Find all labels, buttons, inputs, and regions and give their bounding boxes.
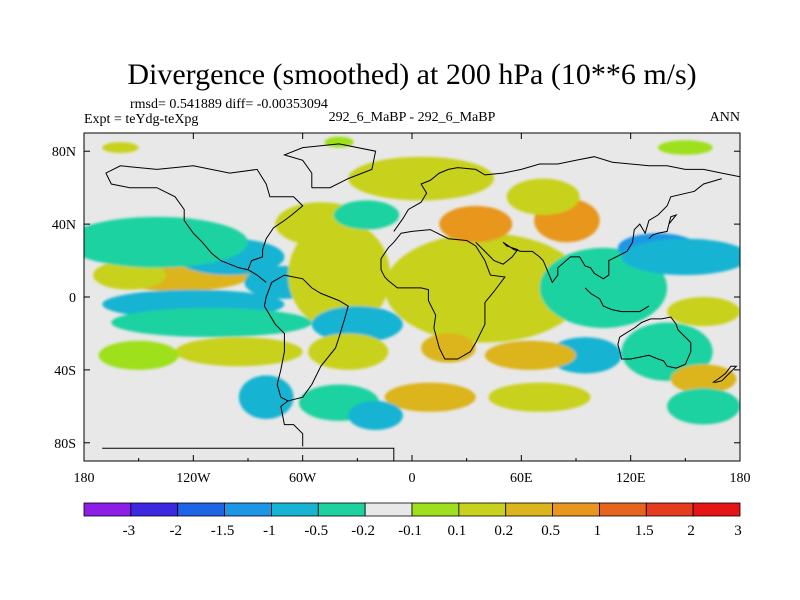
divergence-contour-31 (667, 297, 740, 327)
divergence-contour-45 (658, 140, 713, 155)
colorbar-swatch-1 (130, 502, 179, 517)
divergence-contour-16 (333, 200, 400, 230)
colorbar-label-12: 2 (687, 523, 695, 539)
x-tick-label-4: 60E (510, 471, 533, 486)
colorbar-swatch-9 (505, 502, 553, 517)
x-axis: 180 120W 60W 0 60E 120E 180 (74, 133, 751, 486)
coastline-10 (648, 213, 678, 240)
colorbar-swatch-4 (271, 502, 319, 517)
x-tick-label-2: 60W (289, 471, 317, 486)
colorbar-label-10: 1 (594, 523, 602, 539)
coastline-2 (105, 165, 304, 283)
coastline-8 (617, 316, 692, 369)
divergence-contour-22 (439, 205, 513, 243)
y-tick-label-0: 80N (52, 145, 76, 160)
y-tick-label-4: 80S (54, 437, 76, 452)
colorbar-label-0: -3 (123, 523, 136, 539)
colorbar-swatch-6 (364, 502, 413, 517)
stats-line: rmsd= 0.541889 diff= -0.00353094 (130, 97, 328, 112)
x-tick-label-1: 120W (176, 471, 211, 486)
coastline-9 (712, 365, 738, 384)
colorbar-label-13: 3 (734, 523, 742, 539)
colorbar-label-3: -1 (263, 523, 276, 539)
coastline-layer (102, 143, 740, 461)
colorbar-label-8: 0.2 (494, 523, 513, 539)
divergence-contour-46 (102, 142, 139, 154)
chart-title: Divergence (smoothed) at 200 hPa (10**6 … (127, 58, 696, 91)
colorbar-swatch-13 (692, 502, 741, 517)
x-tick-label-0: 180 (74, 471, 95, 486)
colorbar-swatch-8 (458, 502, 507, 517)
divergence-contour-24 (506, 178, 580, 215)
colorbar-swatch-5 (317, 502, 366, 517)
y-tick-label-3: 40S (54, 364, 76, 379)
divergence-contour-14 (288, 220, 391, 330)
map-plot-area (83, 132, 741, 462)
divergence-contour-39 (488, 382, 591, 412)
coastline-3 (282, 143, 377, 189)
divergence-contour-34 (548, 337, 622, 374)
divergence-contour-21 (348, 156, 494, 201)
colorbar-label-1: -2 (169, 523, 182, 539)
y-axis: 80N 40N 0 40S 80S (52, 145, 740, 452)
divergence-contour-48 (667, 388, 740, 425)
divergence-contour-3 (93, 260, 166, 290)
divergence-contour-37 (421, 333, 476, 363)
x-tick-label-6: 180 (730, 471, 751, 486)
colorbar-swatch-2 (177, 502, 225, 517)
divergence-contour-41 (308, 333, 389, 370)
experiment-label: Expt = teYdg-teXpg (84, 112, 198, 127)
divergence-contour-11 (175, 337, 303, 367)
colorbar-label-2: -1.5 (211, 523, 235, 539)
colorbar-label-4: -0.5 (304, 523, 328, 539)
divergence-contour-20 (384, 233, 586, 343)
divergence-contour-42 (238, 375, 294, 420)
coastline-4 (393, 156, 740, 232)
season-label: ANN (710, 110, 740, 125)
colorbar-label-7: 0.1 (447, 523, 466, 539)
divergence-contour-40 (311, 306, 403, 343)
coastline-0 (102, 447, 395, 461)
colorbar-label-9: 0.5 (541, 523, 560, 539)
y-tick-label-2: 0 (69, 291, 76, 306)
x-tick-label-5: 120E (616, 471, 646, 486)
divergence-contour-12 (98, 340, 179, 370)
x-tick-label-3: 0 (409, 471, 416, 486)
colorbar-swatch-10 (552, 502, 600, 517)
colorbar-swatch-12 (645, 502, 694, 517)
divergence-contour-30 (621, 238, 740, 276)
colorbar-swatch-7 (411, 502, 460, 517)
divergence-contour-38 (384, 382, 476, 412)
colorbar-swatch-3 (224, 502, 272, 517)
colorbar-label-6: -0.1 (398, 523, 422, 539)
divergence-contour-44 (348, 400, 403, 431)
y-tick-label-1: 40N (52, 218, 76, 233)
coastline-7 (584, 287, 650, 313)
colorbar-label-11: 1.5 (635, 523, 654, 539)
divergence-contour-36 (484, 340, 576, 370)
coastline-6 (475, 178, 722, 284)
divergence-contour-35 (670, 364, 737, 394)
coastline-5 (380, 229, 506, 360)
divergence-contour-7 (84, 216, 248, 268)
colorbar-swatch-0 (83, 502, 132, 517)
divergence-contour-9 (111, 307, 312, 338)
coastline-1 (263, 274, 349, 447)
case-label: 292_6_MaBP - 292_6_MaBP (329, 110, 496, 125)
colorbar-label-5: -0.2 (351, 523, 375, 539)
colorbar-swatch-11 (599, 502, 647, 517)
colorbar: -3 -2 -1.5 -1 -0.5 -0.2 -0.1 0.1 0.2 0.5 1 1.5 2 3 (83, 502, 742, 539)
